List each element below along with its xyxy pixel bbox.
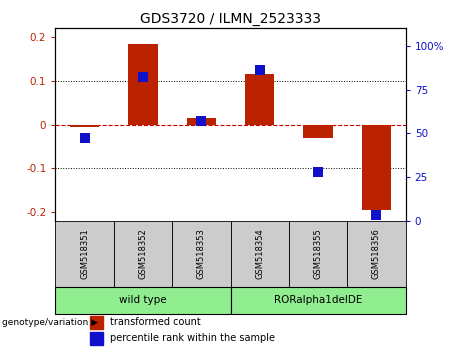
Bar xyxy=(90,316,103,329)
Bar xyxy=(362,125,391,210)
Title: GDS3720 / ILMN_2523333: GDS3720 / ILMN_2523333 xyxy=(140,12,321,26)
Bar xyxy=(172,221,230,287)
Bar xyxy=(128,44,158,125)
Text: GSM518351: GSM518351 xyxy=(80,228,89,279)
Bar xyxy=(347,221,406,287)
Bar xyxy=(303,125,333,138)
Text: genotype/variation ▶: genotype/variation ▶ xyxy=(2,318,98,327)
Point xyxy=(256,68,263,73)
Text: percentile rank within the sample: percentile rank within the sample xyxy=(110,333,275,343)
Bar xyxy=(114,221,172,287)
Point xyxy=(314,169,322,175)
Text: RORalpha1delDE: RORalpha1delDE xyxy=(274,295,362,306)
Text: GSM518356: GSM518356 xyxy=(372,228,381,279)
Point xyxy=(198,118,205,124)
Text: wild type: wild type xyxy=(119,295,167,306)
Text: GSM518352: GSM518352 xyxy=(138,228,148,279)
Bar xyxy=(90,332,103,344)
Bar xyxy=(289,221,347,287)
Bar xyxy=(55,287,230,314)
Text: GSM518353: GSM518353 xyxy=(197,228,206,279)
Text: GSM518355: GSM518355 xyxy=(313,228,323,279)
Point xyxy=(139,74,147,80)
Point xyxy=(81,136,88,141)
Bar xyxy=(187,118,216,125)
Text: GSM518354: GSM518354 xyxy=(255,228,264,279)
Point xyxy=(373,213,380,218)
Bar xyxy=(55,221,114,287)
Bar xyxy=(70,125,99,127)
Bar xyxy=(230,221,289,287)
Bar xyxy=(230,287,406,314)
Bar xyxy=(245,74,274,125)
Text: transformed count: transformed count xyxy=(110,318,201,327)
